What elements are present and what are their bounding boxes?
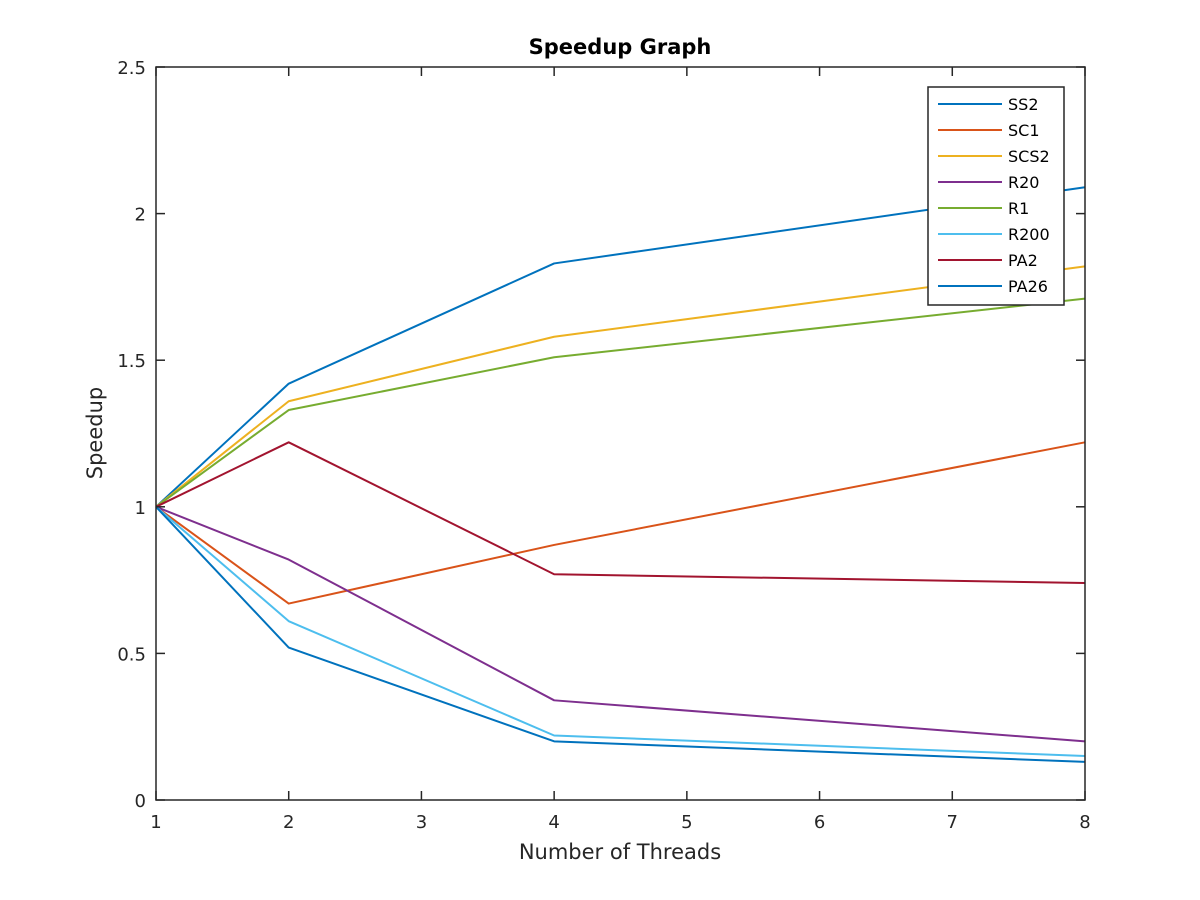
- x-tick-label: 7: [947, 812, 958, 833]
- x-tick-label: 2: [283, 812, 294, 833]
- legend-label-pa2: PA2: [1008, 251, 1038, 270]
- legend-label-sc1: SC1: [1008, 121, 1040, 140]
- series-line-r20: [155, 505, 1086, 743]
- series-line-sc1: [155, 441, 1086, 605]
- series-line-ss2: [155, 186, 1086, 508]
- legend-label-r20: R20: [1008, 173, 1039, 192]
- y-tick-label: 1.5: [117, 351, 146, 372]
- x-tick-label: 6: [814, 812, 825, 833]
- series-line-pa2: [155, 441, 1086, 585]
- y-tick-label: 0: [135, 791, 146, 812]
- x-tick-label: 8: [1079, 812, 1090, 833]
- series-line-scs2: [155, 265, 1086, 508]
- series-layer: [155, 186, 1086, 763]
- x-tick-label: 3: [416, 812, 427, 833]
- legend-label-r200: R200: [1008, 225, 1050, 244]
- y-axis-title: Speedup: [83, 387, 107, 479]
- series-line-r1: [155, 297, 1086, 508]
- legend-box: [927, 86, 1065, 306]
- legend: SS2 SC1 SCS2 R20 R1 R200 PA2 PA26: [927, 86, 1065, 306]
- chart-title: Speedup Graph: [529, 35, 712, 59]
- legend-label-scs2: SCS2: [1008, 147, 1050, 166]
- y-tick-label: 1: [135, 498, 146, 519]
- x-axis-title: Number of Threads: [519, 840, 721, 864]
- legend-label-ss2: SS2: [1008, 95, 1039, 114]
- legend-label-pa26: PA26: [1008, 277, 1048, 296]
- legend-label-r1: R1: [1008, 199, 1029, 218]
- y-tick-label: 0.5: [117, 644, 146, 665]
- x-tick-label: 4: [548, 812, 559, 833]
- y-tick-label: 2: [135, 205, 146, 226]
- series-line-pa26: [155, 506, 1086, 763]
- series-line-r200: [155, 506, 1086, 758]
- x-tick-label: 1: [150, 812, 161, 833]
- plot-area-frame: [155, 66, 1086, 801]
- x-tick-label: 5: [681, 812, 692, 833]
- y-tick-label: 2.5: [117, 58, 146, 79]
